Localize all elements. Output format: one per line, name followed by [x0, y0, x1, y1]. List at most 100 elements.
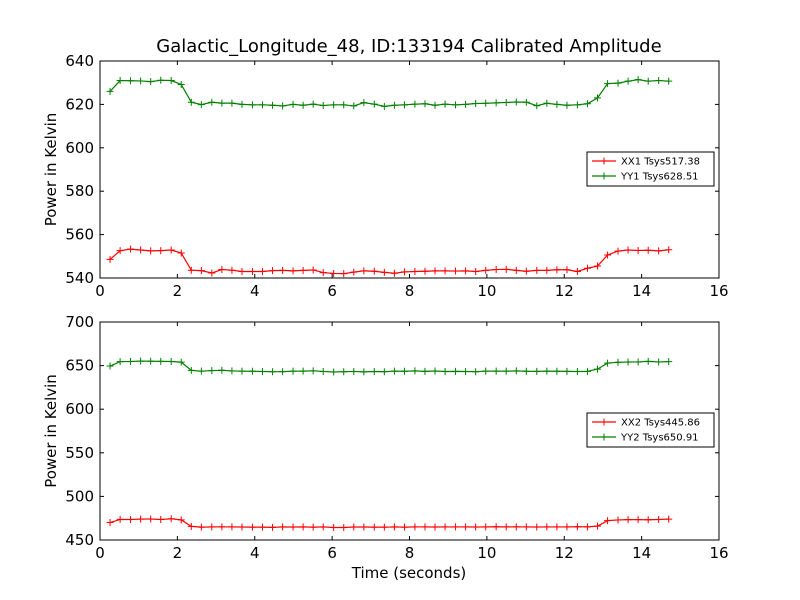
data-point-marker [452, 101, 460, 109]
data-point-marker [127, 358, 135, 365]
data-point-marker [512, 523, 520, 531]
data-point-marker [482, 523, 490, 531]
data-point-marker [390, 101, 398, 109]
data-point-marker [553, 100, 561, 108]
data-point-marker [137, 357, 145, 365]
data-point-marker [177, 516, 185, 524]
data-point-marker [655, 516, 663, 524]
data-point-marker [594, 94, 602, 102]
data-point-marker [340, 101, 348, 109]
data-point-marker [380, 368, 388, 376]
data-point-marker [289, 523, 297, 531]
data-point-marker [299, 266, 307, 274]
data-point-marker [238, 267, 246, 275]
data-point-marker [573, 267, 581, 275]
data-point-marker [512, 266, 520, 274]
legend-marker [600, 172, 608, 180]
data-point-marker [370, 523, 378, 531]
x-tick-label: 0 [95, 544, 105, 562]
data-point-marker [614, 358, 622, 366]
data-point-marker [218, 99, 226, 107]
data-point-marker [208, 269, 216, 277]
data-point-marker [157, 76, 165, 84]
x-tick-label: 10 [477, 282, 496, 300]
data-point-marker [167, 358, 175, 365]
data-point-marker [441, 267, 449, 275]
data-point-marker [258, 101, 266, 109]
y-tick-label: 540 [65, 269, 94, 287]
data-point-marker [665, 515, 673, 523]
data-point-marker [400, 101, 408, 109]
data-point-marker [238, 523, 246, 531]
data-point-marker [127, 77, 135, 85]
x-tick-label: 10 [477, 544, 496, 562]
data-point-marker [400, 523, 408, 531]
data-point-marker [400, 268, 408, 276]
legend-box [586, 412, 715, 448]
data-point-marker [289, 100, 297, 108]
x-tick-label: 4 [250, 282, 260, 300]
x-tick-label: 0 [95, 282, 105, 300]
data-point-marker [421, 267, 429, 275]
data-point-marker [299, 101, 307, 109]
data-point-marker [665, 358, 673, 366]
data-point-marker [116, 358, 124, 366]
top-panel: 0 2 4 6 8 10 12 14 16 540 560 580 600 620 640 Power in … [42, 52, 729, 300]
data-point-marker [462, 368, 470, 376]
data-point-marker [380, 268, 388, 276]
data-point-marker [441, 368, 449, 376]
legend-label: XX1 Tsys517.38 [621, 157, 700, 168]
data-point-marker [502, 367, 510, 375]
data-point-marker [248, 367, 256, 375]
data-point-marker [380, 523, 388, 531]
chart-title: Galactic_Longitude_48, ID:133194 Calibra… [156, 36, 661, 57]
data-point-marker [269, 267, 277, 275]
data-point-marker [665, 77, 673, 85]
data-point-marker [279, 266, 287, 274]
data-point-marker [197, 101, 205, 109]
data-point-marker [370, 100, 378, 108]
x-tick-label: 16 [709, 282, 728, 300]
data-point-marker [512, 367, 520, 375]
data-point-marker [258, 368, 266, 376]
data-point-marker [289, 367, 297, 375]
data-point-marker [665, 246, 673, 254]
y-tick-label: 600 [65, 400, 94, 418]
y-tick-label: 700 [65, 313, 94, 331]
data-point-marker [614, 516, 622, 524]
data-point-marker [624, 358, 632, 366]
data-point-marker [228, 523, 236, 531]
data-point-marker [604, 517, 612, 525]
data-point-marker [644, 246, 652, 254]
data-point-marker [614, 247, 622, 255]
data-point-marker [258, 267, 266, 275]
data-point-marker [502, 98, 510, 106]
data-point-marker [462, 523, 470, 531]
data-point-marker [370, 267, 378, 275]
data-point-marker [147, 515, 155, 523]
data-point-marker [472, 523, 480, 531]
x-tick-label: 14 [632, 544, 651, 562]
data-point-marker [594, 262, 602, 270]
data-point-marker [472, 368, 480, 376]
data-point-marker [157, 247, 165, 255]
data-point-marker [127, 516, 135, 524]
legend: XX1 Tsys517.38 YY1 Tsys628.51 [586, 151, 715, 187]
legend: XX2 Tsys445.86 YY2 Tsys650.91 [586, 412, 715, 448]
data-point-marker [563, 367, 571, 375]
data-point-marker [452, 523, 460, 531]
y-tick-label: 650 [65, 357, 94, 375]
data-point-marker [279, 368, 287, 376]
y-tick-label: 500 [65, 487, 94, 505]
data-point-marker [228, 266, 236, 274]
data-point-marker [411, 267, 419, 275]
data-point-marker [208, 98, 216, 106]
data-point-marker [563, 101, 571, 109]
data-point-marker [218, 266, 226, 274]
data-point-marker [269, 368, 277, 376]
data-point-marker [299, 367, 307, 375]
data-point-marker [411, 367, 419, 375]
data-point-marker [543, 266, 551, 274]
legend-label: YY1 Tsys628.51 [620, 172, 699, 183]
data-point-marker [492, 266, 500, 274]
